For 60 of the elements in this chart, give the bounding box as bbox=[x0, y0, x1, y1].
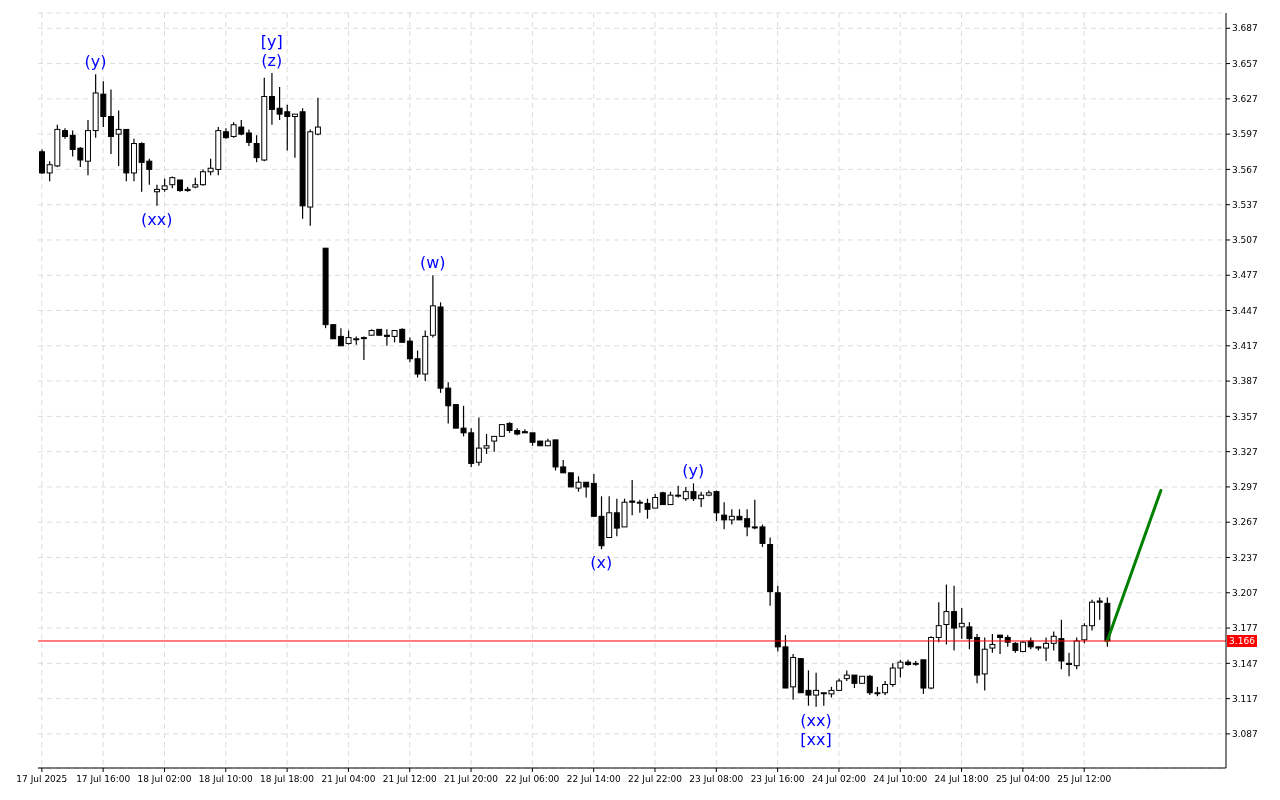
y-tick-label: 3.627 bbox=[1232, 94, 1258, 105]
x-tick-label: 18 Jul 18:00 bbox=[260, 774, 315, 784]
candlestick bbox=[1096, 596, 1103, 621]
y-tick-label: 3.597 bbox=[1232, 129, 1258, 140]
annotation: (xx) bbox=[800, 710, 832, 730]
x-tick-label: 25 Jul 12:00 bbox=[1057, 774, 1112, 784]
x-tick-label: 24 Jul 02:00 bbox=[811, 774, 867, 784]
y-tick-label: 3.297 bbox=[1232, 482, 1258, 493]
x-tick-label: 24 Jul 10:00 bbox=[873, 774, 928, 784]
y-tick-label: 3.327 bbox=[1232, 446, 1258, 457]
candlestick bbox=[935, 601, 942, 643]
annotation: (z) bbox=[261, 50, 283, 70]
y-tick-label: 3.237 bbox=[1232, 552, 1258, 563]
annotation: (x) bbox=[590, 553, 613, 573]
y-tick-label: 3.177 bbox=[1232, 623, 1258, 634]
y-tick-label: 3.507 bbox=[1232, 235, 1258, 246]
y-tick-label: 3.417 bbox=[1232, 341, 1258, 352]
annotation: (w) bbox=[419, 253, 446, 273]
y-tick-label: 3.207 bbox=[1232, 587, 1258, 598]
candlestick bbox=[1066, 652, 1073, 677]
x-tick-label: 22 Jul 06:00 bbox=[505, 774, 560, 784]
ref-line-label: 3.166 bbox=[1229, 635, 1256, 646]
x-tick-label: 22 Jul 14:00 bbox=[566, 774, 621, 784]
candlestick bbox=[108, 88, 114, 155]
y-tick-label: 3.447 bbox=[1232, 305, 1258, 316]
candlestick bbox=[997, 634, 1004, 655]
x-tick-label: 22 Jul 22:00 bbox=[628, 774, 683, 784]
annotation: (xx) bbox=[141, 209, 173, 229]
y-tick-label: 3.117 bbox=[1232, 693, 1258, 704]
x-tick-label: 21 Jul 12:00 bbox=[382, 774, 437, 784]
candlestick bbox=[39, 148, 45, 175]
y-tick-label: 3.537 bbox=[1232, 199, 1258, 210]
x-tick-label: 24 Jul 18:00 bbox=[934, 774, 989, 784]
x-tick-label: 23 Jul 08:00 bbox=[689, 774, 744, 784]
y-tick-label: 3.687 bbox=[1232, 23, 1258, 34]
annotation: [y] bbox=[260, 31, 283, 51]
x-tick-label: 17 Jul 16:00 bbox=[76, 774, 131, 784]
candlestick bbox=[989, 633, 996, 654]
x-tick-label: 21 Jul 20:00 bbox=[444, 774, 499, 784]
y-tick-label: 3.477 bbox=[1232, 270, 1258, 281]
annotation: (y) bbox=[84, 52, 107, 72]
x-tick-label: 23 Jul 16:00 bbox=[750, 774, 805, 784]
annotation: [xx] bbox=[800, 729, 832, 749]
y-tick-label: 3.387 bbox=[1232, 376, 1258, 387]
annotation: (y) bbox=[682, 461, 705, 481]
y-tick-label: 3.567 bbox=[1232, 164, 1258, 175]
x-tick-label: 18 Jul 10:00 bbox=[198, 774, 254, 784]
y-tick-label: 3.267 bbox=[1232, 517, 1258, 528]
x-tick-label: 18 Jul 02:00 bbox=[137, 774, 192, 784]
y-tick-label: 3.147 bbox=[1232, 658, 1258, 669]
candlestick bbox=[314, 97, 321, 136]
y-tick-label: 3.657 bbox=[1232, 58, 1258, 69]
x-tick-label: 25 Jul 04:00 bbox=[995, 774, 1051, 784]
candlestick bbox=[153, 184, 160, 207]
x-tick-label: 17 Jul 2025 bbox=[16, 774, 68, 784]
x-tick-label: 21 Jul 04:00 bbox=[321, 774, 376, 784]
y-tick-label: 3.357 bbox=[1232, 411, 1258, 422]
candlestick bbox=[360, 335, 367, 361]
y-tick-label: 3.087 bbox=[1232, 729, 1258, 740]
candlestick bbox=[721, 501, 728, 530]
